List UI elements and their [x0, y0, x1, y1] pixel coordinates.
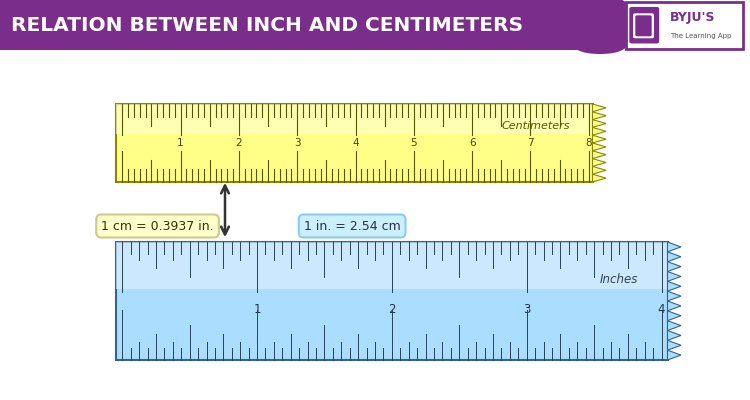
Text: 4: 4	[658, 303, 665, 316]
Polygon shape	[668, 321, 681, 330]
Polygon shape	[668, 330, 681, 340]
Polygon shape	[592, 112, 606, 120]
FancyBboxPatch shape	[630, 8, 658, 43]
Text: 3: 3	[523, 303, 530, 316]
FancyBboxPatch shape	[636, 16, 651, 36]
FancyBboxPatch shape	[570, 0, 630, 54]
Text: 5: 5	[410, 138, 417, 148]
Bar	[116, 104, 592, 134]
Polygon shape	[668, 262, 681, 272]
Text: Centimeters: Centimeters	[502, 121, 571, 131]
Text: 1: 1	[254, 303, 261, 316]
Text: Inches: Inches	[599, 273, 638, 286]
Polygon shape	[592, 151, 606, 158]
Polygon shape	[668, 350, 681, 360]
Bar	[0, 0, 600, 50]
Text: 7: 7	[527, 138, 534, 148]
Polygon shape	[592, 174, 606, 182]
Polygon shape	[592, 143, 606, 151]
Polygon shape	[592, 104, 606, 112]
Bar	[626, 2, 742, 49]
Bar	[116, 242, 668, 289]
Polygon shape	[592, 135, 606, 143]
Polygon shape	[668, 301, 681, 311]
Polygon shape	[592, 127, 606, 135]
Text: 2: 2	[388, 303, 396, 316]
Bar	[116, 242, 668, 360]
Polygon shape	[668, 340, 681, 350]
Polygon shape	[668, 311, 681, 321]
Polygon shape	[592, 158, 606, 166]
Polygon shape	[668, 272, 681, 281]
Polygon shape	[668, 252, 681, 262]
Text: The Learning App: The Learning App	[670, 33, 731, 39]
Polygon shape	[668, 281, 681, 291]
Polygon shape	[668, 242, 681, 252]
Text: 1: 1	[177, 138, 184, 148]
Polygon shape	[592, 120, 606, 127]
Text: RELATION BETWEEN INCH AND CENTIMETERS: RELATION BETWEEN INCH AND CENTIMETERS	[11, 16, 524, 35]
FancyBboxPatch shape	[634, 14, 653, 38]
Text: 2: 2	[236, 138, 242, 148]
Bar	[116, 104, 592, 182]
Text: BYJU'S: BYJU'S	[670, 11, 716, 24]
Text: 4: 4	[352, 138, 358, 148]
Text: 1 cm = 0.3937 in.: 1 cm = 0.3937 in.	[101, 220, 214, 232]
Text: 1 in. = 2.54 cm: 1 in. = 2.54 cm	[304, 220, 400, 232]
Polygon shape	[592, 166, 606, 174]
Text: 3: 3	[294, 138, 301, 148]
Text: 6: 6	[469, 138, 476, 148]
Polygon shape	[668, 291, 681, 301]
Text: 8: 8	[586, 138, 592, 148]
